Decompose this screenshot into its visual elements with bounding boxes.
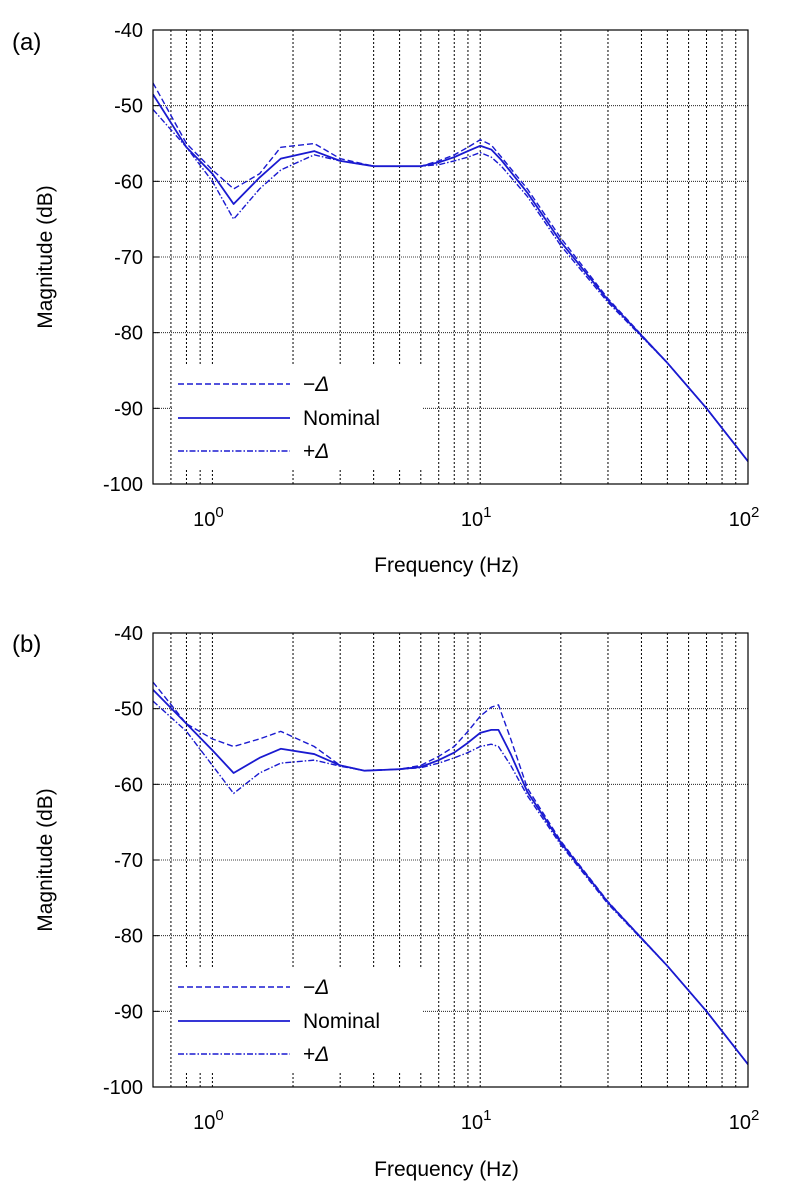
chart-panel-a: -40 -50 -60 -70 -80 -90 -100 100 101 102 Frequency…: [12, 20, 759, 577]
series-line-plus-delta: [153, 700, 748, 1065]
series-group: [153, 681, 748, 1065]
y-tick-label: -90: [114, 398, 143, 420]
y-tick-label: -50: [114, 699, 143, 721]
legend-label-nominal: Nominal: [303, 407, 380, 430]
y-tick-label: -100: [103, 474, 143, 496]
panel-label: (b): [12, 631, 41, 658]
legend-label-minus-delta: −Δ: [303, 976, 329, 999]
y-tick-label: -70: [114, 247, 143, 269]
y-tick-label: -90: [114, 1001, 143, 1023]
series-line-nominal: [153, 689, 748, 1065]
legend-label-minus-delta: −Δ: [303, 373, 329, 396]
legend: −Δ Nominal +Δ: [172, 366, 422, 469]
y-tick-label: -80: [114, 926, 143, 948]
series-line-nominal: [153, 93, 748, 462]
panel-label: (a): [12, 29, 41, 56]
x-axis-label: Frequency (Hz): [374, 1158, 519, 1181]
y-tick-label: -100: [103, 1077, 143, 1099]
series-line-minus-delta: [153, 82, 748, 462]
y-tick-label: -40: [114, 20, 143, 42]
y-tick-label: -60: [114, 774, 143, 796]
x-tick-label: 102: [729, 1107, 760, 1134]
y-tick-label: -40: [114, 623, 143, 645]
series-group: [153, 82, 748, 462]
legend-label-plus-delta: +Δ: [303, 440, 329, 463]
x-tick-label: 100: [193, 1107, 224, 1134]
x-tick-label: 102: [729, 504, 760, 531]
legend-label-nominal: Nominal: [303, 1010, 380, 1033]
y-tick-label: -60: [114, 171, 143, 193]
legend-label-plus-delta: +Δ: [303, 1043, 329, 1066]
x-tick-label: 101: [461, 504, 492, 531]
y-axis-label: Magnitude (dB): [34, 788, 57, 932]
y-tick-label: -50: [114, 96, 143, 118]
x-tick-label: 101: [461, 1107, 492, 1134]
series-line-plus-delta: [153, 108, 748, 462]
y-tick-label: -80: [114, 323, 143, 345]
plot-frame: [152, 29, 749, 485]
y-tick-label: -70: [114, 850, 143, 872]
chart-panel-b: -40 -50 -60 -70 -80 -90 -100 100 101 102 Frequency…: [12, 623, 759, 1181]
x-axis-label: Frequency (Hz): [374, 554, 519, 577]
y-axis-label: Magnitude (dB): [34, 185, 57, 329]
legend: −Δ Nominal +Δ: [172, 969, 422, 1072]
x-tick-label: 100: [193, 504, 224, 531]
plot-frame: [152, 632, 749, 1088]
